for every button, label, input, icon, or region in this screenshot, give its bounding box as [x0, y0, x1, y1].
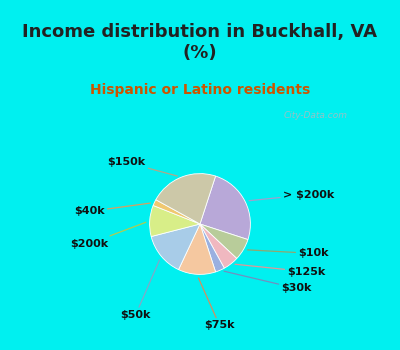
Text: $10k: $10k — [248, 248, 329, 258]
Text: Hispanic or Latino residents: Hispanic or Latino residents — [90, 83, 310, 97]
Wedge shape — [156, 174, 216, 224]
Wedge shape — [150, 205, 200, 237]
Text: Income distribution in Buckhall, VA
(%): Income distribution in Buckhall, VA (%) — [22, 23, 378, 62]
Text: $125k: $125k — [235, 264, 326, 276]
Wedge shape — [200, 224, 248, 259]
Text: $30k: $30k — [224, 271, 312, 293]
Text: $150k: $150k — [108, 158, 178, 176]
Wedge shape — [178, 224, 216, 274]
Wedge shape — [200, 176, 250, 239]
Text: $50k: $50k — [120, 260, 160, 320]
Text: > $200k: > $200k — [249, 190, 334, 201]
Text: $200k: $200k — [70, 222, 146, 248]
Wedge shape — [200, 224, 224, 272]
Wedge shape — [200, 224, 237, 268]
Wedge shape — [151, 224, 200, 270]
Text: $40k: $40k — [74, 203, 150, 216]
Text: $75k: $75k — [198, 278, 235, 330]
Wedge shape — [153, 200, 200, 224]
Text: City-Data.com: City-Data.com — [283, 111, 347, 120]
